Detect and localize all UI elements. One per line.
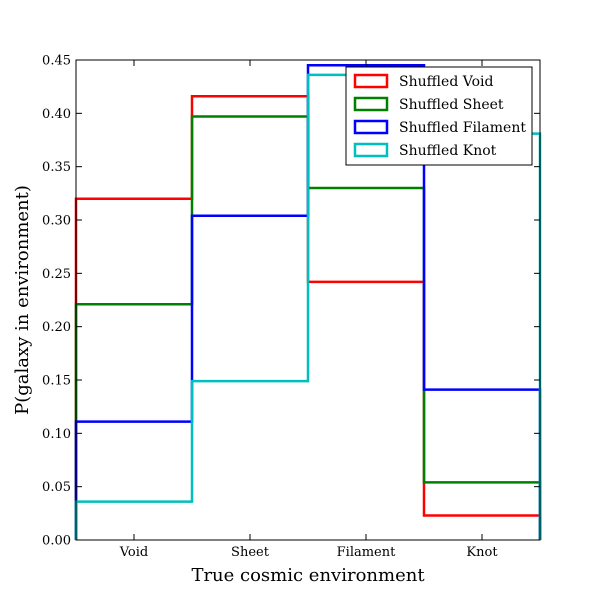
legend-swatch-shuffled-sheet	[353, 96, 389, 112]
y-tick-label: 0.45	[42, 54, 71, 69]
x-tick-label-knot: Knot	[466, 545, 498, 560]
legend-swatch-shuffled-filament	[353, 119, 389, 135]
x-axis-title: True cosmic environment	[191, 565, 425, 586]
y-tick-label: 0.05	[42, 480, 71, 495]
legend-label-shuffled-knot: Shuffled Knot	[399, 143, 497, 159]
tick-layer: 0.00 0.05 0.10 0.15 0.20 0.25 0.30 0.35 0.40 0.45…	[42, 54, 540, 560]
y-tick-label: 0.40	[42, 107, 71, 122]
y-tick-label: 0.25	[42, 267, 71, 282]
plot-frame	[75, 59, 541, 541]
x-tick-label-void: Void	[119, 545, 149, 560]
y-tick-label: 0.10	[42, 427, 71, 442]
x-tick-label-sheet: Sheet	[231, 545, 270, 560]
legend-swatch-shuffled-knot	[353, 142, 389, 158]
y-tick-label: 0.20	[42, 320, 71, 335]
y-tick-label: 0.35	[42, 160, 71, 175]
legend: Shuffled Void Shuffled Sheet Shuffled Fila…	[345, 66, 533, 166]
y-tick-label: 0.15	[42, 374, 71, 389]
legend-label-shuffled-filament: Shuffled Filament	[399, 120, 526, 136]
legend-box	[345, 66, 533, 166]
y-axis-title: P(galaxy in environment)	[12, 185, 33, 415]
x-tick-label-filament: Filament	[337, 545, 396, 560]
legend-swatch-shuffled-void	[353, 73, 389, 89]
y-tick-label: 0.00	[42, 534, 71, 549]
legend-label-shuffled-void: Shuffled Void	[399, 74, 493, 90]
legend-label-shuffled-sheet: Shuffled Sheet	[399, 97, 504, 113]
y-tick-label: 0.30	[42, 214, 71, 229]
